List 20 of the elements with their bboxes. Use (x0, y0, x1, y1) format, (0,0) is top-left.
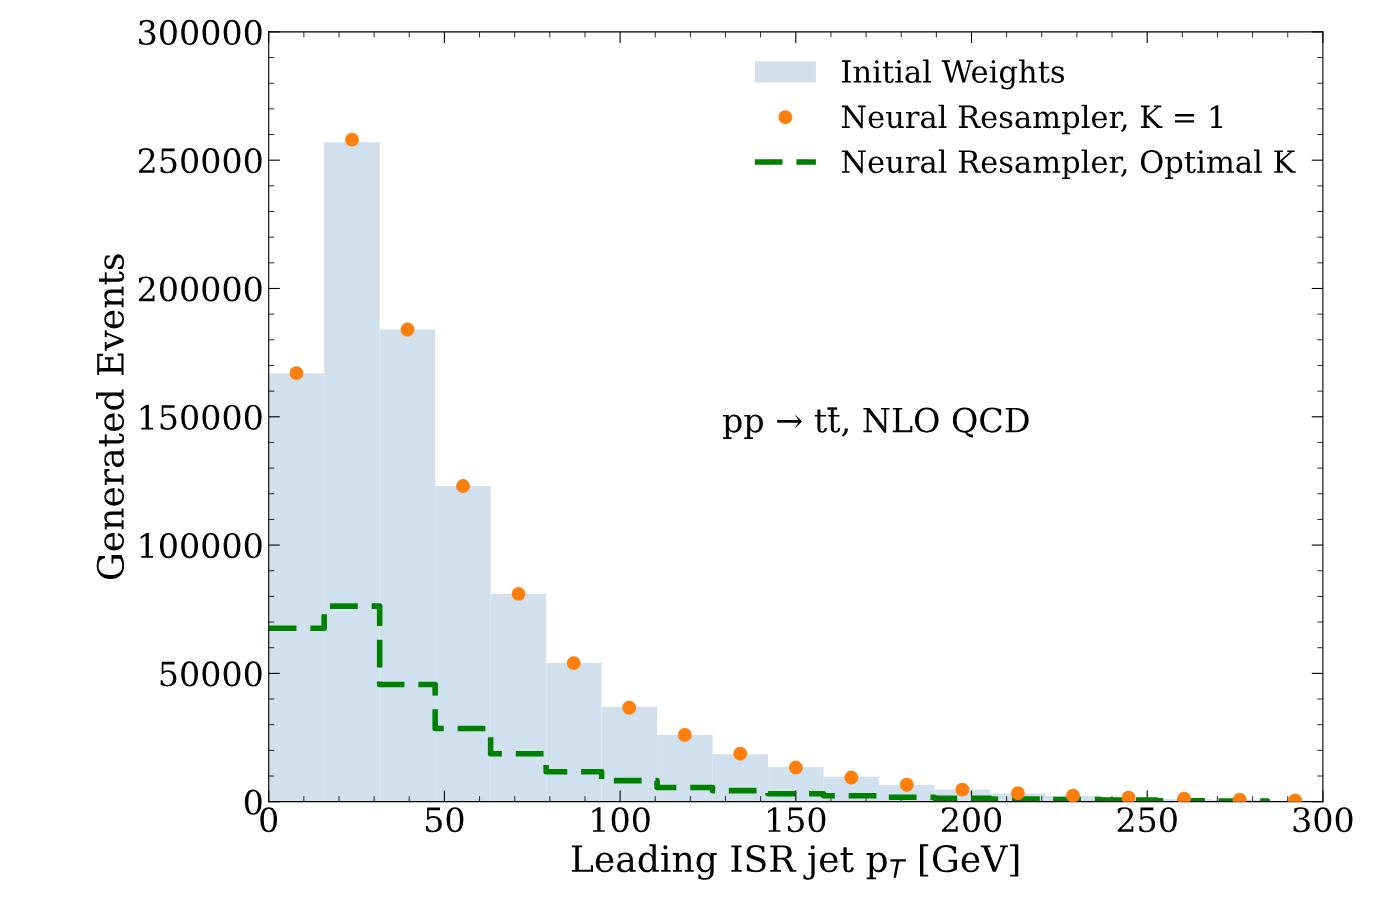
y-tick-label: 100000 (140, 533, 262, 559)
x-tick-label: 250 (1117, 807, 1177, 833)
x-tick-label: 200 (941, 807, 1002, 833)
x-tick-label: 300 (1293, 807, 1353, 833)
legend-label: Neural Resampler, K = 1 (841, 104, 1223, 135)
annotation: pp → tt̄, NLO QCD (722, 407, 1029, 440)
y-tick-label: 150000 (140, 404, 262, 430)
y-tick-label: 300000 (139, 19, 262, 46)
y-tick-label: 0 (244, 789, 262, 815)
y-tick-label: 50000 (160, 661, 262, 687)
x-tick-label: 50 (426, 807, 464, 833)
y-tick-label: 200000 (138, 276, 262, 302)
x-axis-title: Leading ISR jet p$_{T}$ [GeV] (571, 844, 1019, 880)
legend-label: Initial Weights (842, 59, 1065, 90)
x-tick-label: 150 (768, 807, 826, 833)
x-tick-label: 100 (592, 807, 650, 833)
legend-label: Neural Resampler, Optimal K (841, 149, 1296, 180)
y-tick-label: 250000 (138, 148, 262, 174)
x-tick-label: 0 (260, 807, 278, 833)
y-axis-title: Generated Events (96, 254, 125, 580)
